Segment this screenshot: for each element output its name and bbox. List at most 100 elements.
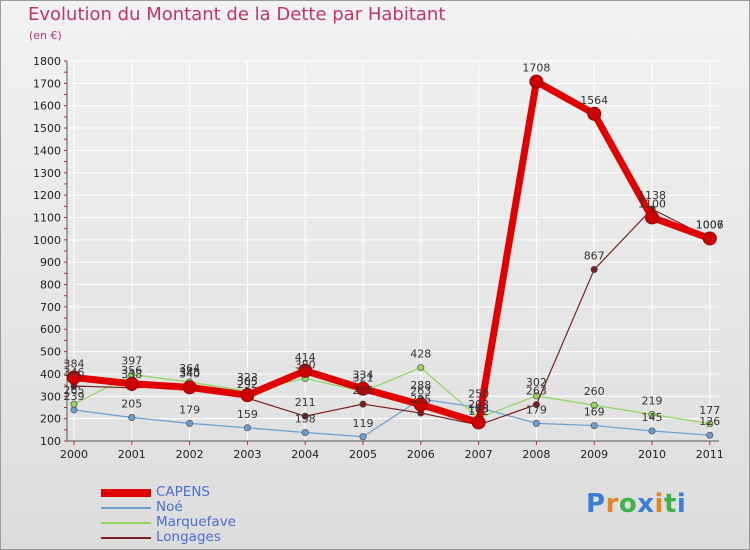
- y-tick-label: 200: [40, 413, 61, 426]
- data-point: [648, 410, 656, 418]
- data-label: 260: [584, 385, 605, 398]
- proxiti-logo: Proxiti: [586, 489, 686, 519]
- data-label: 346: [64, 366, 85, 379]
- data-point: [417, 364, 425, 372]
- legend-item: CAPENS: [101, 484, 301, 501]
- x-tick-label: 2011: [696, 448, 724, 461]
- data-label: 1100: [638, 197, 666, 210]
- chart-title: Evolution du Montant de la Dette par Hab…: [28, 4, 446, 25]
- data-label: 428: [410, 348, 431, 361]
- data-point: [590, 266, 598, 274]
- x-tick-label: 2004: [291, 448, 319, 461]
- x-tick-label: 2007: [465, 448, 493, 461]
- data-label: 380: [295, 358, 316, 371]
- y-tick-label: 1600: [33, 100, 61, 113]
- data-label: 334: [353, 369, 374, 382]
- data-point: [471, 415, 486, 430]
- data-point: [587, 106, 602, 121]
- data-label: 414: [295, 351, 316, 364]
- data-label: 225: [410, 393, 431, 406]
- y-tick-label: 1500: [33, 122, 61, 135]
- data-point: [298, 363, 313, 378]
- data-point: [706, 420, 714, 428]
- data-label: 302: [526, 376, 547, 389]
- data-label: 169: [584, 406, 605, 419]
- y-tick-label: 400: [40, 368, 61, 381]
- data-point: [301, 429, 309, 437]
- data-point: [532, 419, 540, 427]
- y-tick-label: 700: [40, 301, 61, 314]
- data-label: 265: [353, 384, 374, 397]
- chart-unit: (en €): [29, 29, 62, 42]
- data-label: 179: [179, 403, 200, 416]
- x-tick-label: 2005: [349, 448, 377, 461]
- data-point: [240, 388, 255, 403]
- data-label: 364: [179, 362, 200, 375]
- data-label: 119: [353, 417, 374, 430]
- data-point: [359, 400, 367, 408]
- logo-letter: t: [663, 489, 677, 519]
- chart-legend: CAPENS Noé Marquefave Longages: [101, 484, 301, 546]
- data-label: 219: [642, 394, 663, 407]
- data-point: [186, 419, 194, 427]
- data-point: [645, 210, 659, 225]
- data-label: 356: [121, 364, 142, 377]
- series-line-noé: [73, 398, 711, 438]
- y-tick-label: 100: [40, 435, 61, 448]
- data-point: [413, 397, 428, 412]
- data-point: [70, 400, 78, 408]
- legend-label: Marquefave: [156, 514, 236, 530]
- data-label: 340: [179, 367, 200, 380]
- data-label: 1564: [580, 94, 608, 107]
- legend-item: Noé: [101, 499, 301, 516]
- x-tick-label: 2002: [176, 448, 204, 461]
- y-tick-label: 1000: [33, 234, 61, 247]
- legend-swatch: [101, 489, 151, 497]
- data-label: 126: [699, 415, 720, 428]
- data-label: 292: [237, 378, 258, 391]
- data-label: 179: [526, 403, 547, 416]
- y-tick-label: 1100: [33, 211, 61, 224]
- data-point: [702, 231, 717, 246]
- series-line-marquefave: [73, 367, 711, 425]
- data-label: 288: [410, 379, 431, 392]
- legend-item: Marquefave: [101, 514, 301, 531]
- y-tick-label: 1200: [33, 189, 61, 202]
- y-tick-label: 1800: [33, 55, 61, 68]
- data-label: 323: [237, 371, 258, 384]
- legend-label: CAPENS: [156, 484, 210, 500]
- data-point: [590, 422, 598, 430]
- data-label: 263: [526, 385, 547, 398]
- data-label: 239: [64, 390, 85, 403]
- x-tick-label: 2010: [638, 448, 666, 461]
- x-tick-label: 2001: [118, 448, 146, 461]
- x-tick-label: 2003: [233, 448, 261, 461]
- data-label: 145: [642, 411, 663, 424]
- data-label: 211: [295, 396, 316, 409]
- series-line-longages: [73, 208, 711, 426]
- data-point: [532, 401, 540, 409]
- x-tick-label: 2008: [522, 448, 550, 461]
- data-point: [301, 412, 309, 420]
- data-label: 265: [64, 384, 85, 397]
- data-label: 205: [121, 398, 142, 411]
- data-point: [128, 414, 136, 422]
- data-label: 183: [468, 402, 489, 415]
- legend-label: Noé: [156, 499, 183, 515]
- logo-letter: o: [618, 489, 638, 519]
- data-point: [356, 381, 370, 396]
- data-label: 172: [468, 405, 489, 418]
- legend-label: Longages: [156, 529, 221, 545]
- data-label: 384: [64, 358, 85, 371]
- data-label: 250: [468, 387, 489, 400]
- x-tick-label: 2000: [60, 448, 88, 461]
- y-tick-label: 300: [40, 390, 61, 403]
- logo-letter: i: [654, 489, 664, 519]
- data-label: 867: [584, 250, 605, 263]
- logo-letter: P: [586, 489, 606, 519]
- data-label: 397: [121, 355, 142, 368]
- x-tick-label: 2009: [580, 448, 608, 461]
- legend-swatch: [101, 522, 151, 524]
